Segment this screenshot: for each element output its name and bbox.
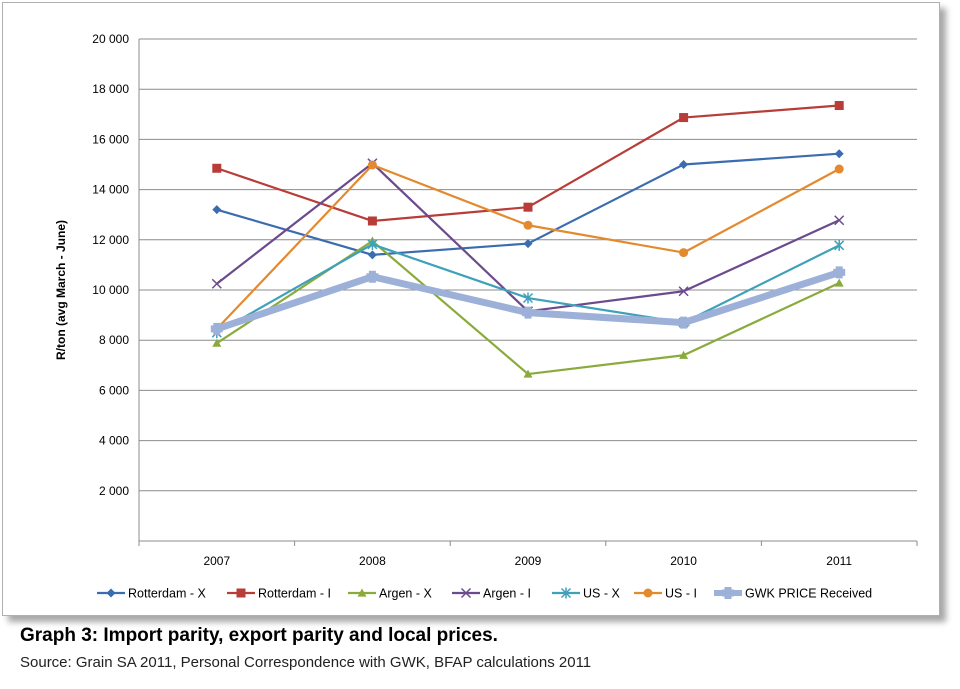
y-tick-label: 2 000 bbox=[99, 484, 129, 498]
data-point bbox=[367, 216, 377, 226]
legend-label: Rotterdam - I bbox=[258, 587, 331, 601]
data-point bbox=[679, 113, 689, 123]
data-point bbox=[834, 215, 845, 226]
y-tick-label: 8 000 bbox=[99, 333, 129, 347]
y-tick-label: 12 000 bbox=[92, 233, 129, 247]
legend-marker bbox=[722, 587, 734, 599]
y-tick-label: 4 000 bbox=[99, 434, 129, 448]
y-tick-label: 6 000 bbox=[99, 383, 129, 397]
data-point bbox=[211, 278, 222, 289]
data-point bbox=[834, 101, 844, 111]
x-tick-label: 2007 bbox=[203, 554, 230, 568]
data-point bbox=[367, 238, 378, 250]
data-point bbox=[834, 149, 844, 159]
y-tick-label: 16 000 bbox=[92, 132, 129, 146]
legend-label: Argen - I bbox=[483, 587, 531, 601]
legend-label: GWK PRICE Received bbox=[745, 587, 872, 601]
data-point bbox=[523, 202, 533, 212]
legend-marker bbox=[357, 588, 367, 597]
chart-frame: 2 000 4 000 6 000 8 000 10 000 12 000 14 000 16… bbox=[2, 2, 940, 616]
y-axis-label: R/ton (avg March - June) bbox=[54, 220, 68, 360]
legend-label: Argen - X bbox=[379, 587, 432, 601]
data-point bbox=[833, 266, 846, 279]
data-point bbox=[523, 239, 533, 249]
data-point bbox=[212, 163, 222, 173]
data-point bbox=[523, 369, 533, 378]
data-point bbox=[522, 292, 534, 304]
data-point bbox=[522, 306, 534, 319]
data-point bbox=[834, 164, 844, 174]
y-tick-label: 10 000 bbox=[92, 283, 129, 297]
y-tick-label: 18 000 bbox=[92, 82, 129, 96]
data-point bbox=[834, 278, 844, 287]
data-point bbox=[367, 160, 377, 170]
legend-label: Rotterdam - X bbox=[128, 587, 206, 601]
data-point bbox=[210, 322, 223, 335]
data-point bbox=[212, 338, 222, 347]
x-tick-label: 2009 bbox=[515, 554, 542, 568]
line-chart: 2 000 4 000 6 000 8 000 10 000 12 000 14 000 16… bbox=[54, 32, 918, 601]
legend-marker bbox=[460, 587, 472, 599]
y-tick-label: 20 000 bbox=[92, 32, 129, 46]
legend-label: US - I bbox=[665, 587, 697, 601]
data-point bbox=[523, 220, 533, 230]
y-tick-label: 14 000 bbox=[92, 183, 129, 197]
data-point bbox=[677, 316, 690, 329]
data-point bbox=[212, 205, 222, 215]
figure-caption: Graph 3: Import parity, export parity an… bbox=[20, 625, 498, 646]
data-point bbox=[366, 270, 379, 283]
legend-marker bbox=[643, 588, 653, 598]
data-point bbox=[679, 160, 689, 169]
legend-marker bbox=[236, 588, 246, 598]
data-point bbox=[679, 248, 689, 258]
data-point bbox=[367, 250, 377, 260]
data-point bbox=[678, 286, 689, 297]
legend-marker bbox=[106, 588, 116, 598]
data-point bbox=[834, 239, 845, 251]
x-tick-label: 2010 bbox=[670, 554, 697, 568]
x-tick-label: 2008 bbox=[359, 554, 386, 568]
legend-marker bbox=[560, 587, 572, 599]
figure-source: Source: Grain SA 2011, Personal Correspo… bbox=[20, 654, 592, 671]
legend-label: US - X bbox=[583, 587, 620, 601]
x-tick-label: 2011 bbox=[826, 554, 852, 568]
data-point bbox=[679, 350, 689, 359]
series-line-5 bbox=[216, 243, 840, 334]
